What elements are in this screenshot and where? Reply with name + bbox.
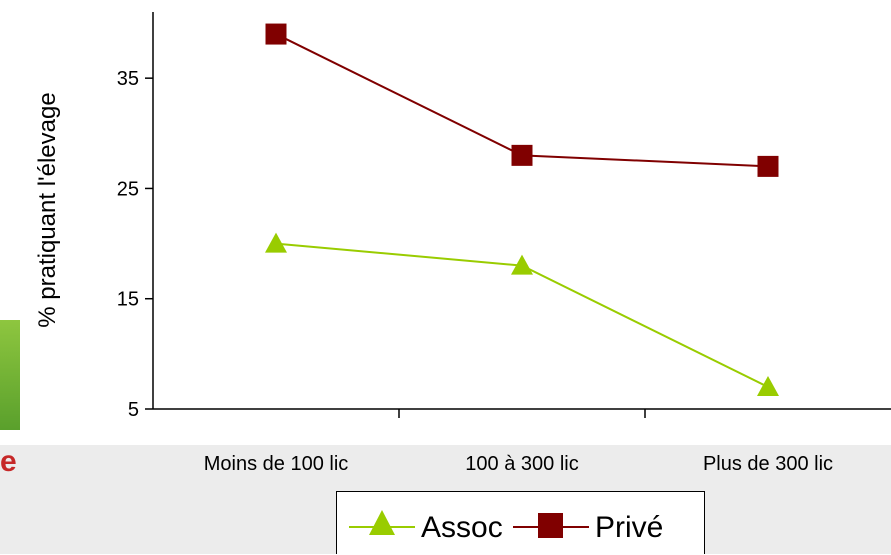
data-point-assoc [265, 232, 287, 253]
y-axis-title: % pratiquant l'élevage [34, 92, 61, 327]
data-point-prive [265, 23, 287, 45]
x-category-label: Plus de 300 lic [703, 453, 833, 475]
data-point-prive [757, 155, 779, 177]
data-point-assoc [511, 254, 533, 275]
y-tick-label: 35 [117, 68, 139, 90]
green-edge-graphic [0, 320, 20, 430]
legend-entry-assoc: Assoc [349, 510, 503, 544]
legend: Assoc Privé [336, 491, 705, 554]
x-category-label: Moins de 100 lic [204, 453, 349, 475]
x-ticks: Moins de 100 lic 100 à 300 lic Plus de 300… [204, 409, 833, 475]
legend-label-prive: Privé [595, 511, 663, 544]
legend-label-assoc: Assoc [421, 511, 503, 544]
y-tick-label: 25 [117, 178, 139, 200]
legend-marker-prive [538, 513, 563, 538]
legend-entry-prive: Privé [513, 511, 663, 544]
series-layer [265, 23, 779, 396]
data-point-prive [511, 144, 533, 166]
data-point-assoc [757, 375, 779, 396]
x-category-label: 100 à 300 lic [465, 453, 578, 475]
y-tick-label: 5 [128, 399, 139, 421]
red-edge-graphic: e [0, 448, 16, 476]
y-tick-label: 15 [117, 289, 139, 311]
legend-marker-assoc [369, 510, 395, 535]
y-ticks: 5 15 25 35 [117, 68, 153, 421]
